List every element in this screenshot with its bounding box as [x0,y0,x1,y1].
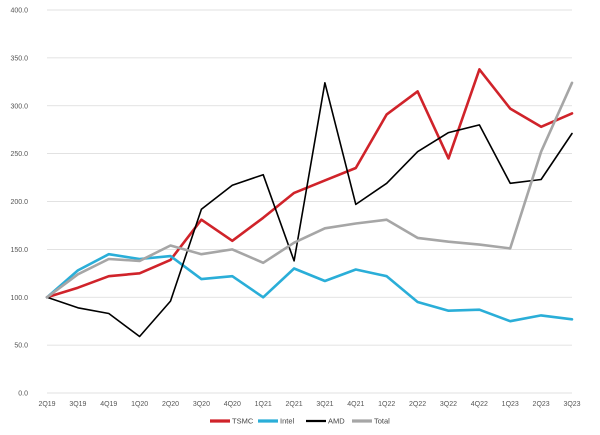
x-tick-label: 3Q20 [193,401,210,408]
legend-label: TSMC [232,417,254,426]
x-tick-label: 4Q22 [471,401,488,408]
x-tick-label: 2Q20 [162,401,179,408]
x-tick-label: 3Q23 [563,401,580,408]
x-tick-label: 3Q21 [316,401,333,408]
series-line-total [45,81,574,299]
x-tick-label: 4Q19 [100,401,117,408]
x-tick-label: 2Q22 [409,401,426,408]
y-tick-label: 300.0 [10,103,28,110]
x-tick-label: 2Q23 [533,401,550,408]
legend-item-total: Total [352,417,390,426]
series-line-amd [46,82,573,338]
series-line-tsmc [45,68,574,299]
legend-item-amd: AMD [306,417,345,426]
series-line-intel [45,252,574,323]
legend-label: AMD [328,417,345,426]
legend-label: Intel [280,417,295,426]
x-tick-label: 3Q22 [440,401,457,408]
legend-label: Total [374,417,390,426]
legend-item-tsmc: TSMC [210,417,254,426]
y-tick-label: 350.0 [10,55,28,62]
x-tick-label: 2Q21 [285,401,302,408]
x-tick-label: 4Q21 [347,401,364,408]
legend: TSMC Intel AMD Total [210,417,390,426]
gridlines [47,9,572,394]
y-tick-label: 50.0 [14,343,28,350]
legend-item-intel: Intel [258,417,295,426]
y-tick-label: 200.0 [10,199,28,206]
y-tick-label: 0.0 [18,391,28,398]
y-axis-tick-labels: 0.0 50.0 100.0 150.0 200.0 250.0 300.0 350.0 400… [10,8,28,398]
x-tick-label: 4Q20 [224,401,241,408]
x-tick-label: 1Q20 [131,401,148,408]
x-tick-label: 1Q23 [502,401,519,408]
x-tick-label: 1Q21 [255,401,272,408]
y-tick-label: 250.0 [10,151,28,158]
series-lines [45,68,574,338]
x-axis-tick-labels: 2Q19 3Q19 4Q19 1Q20 2Q20 3Q20 4Q20 1Q21 2Q21 3Q21… [38,401,580,408]
y-tick-label: 400.0 [10,8,28,15]
x-tick-label: 3Q19 [69,401,86,408]
y-tick-label: 150.0 [10,247,28,254]
x-tick-label: 2Q19 [38,401,55,408]
x-tick-label: 1Q22 [378,401,395,408]
y-tick-label: 100.0 [10,295,28,302]
